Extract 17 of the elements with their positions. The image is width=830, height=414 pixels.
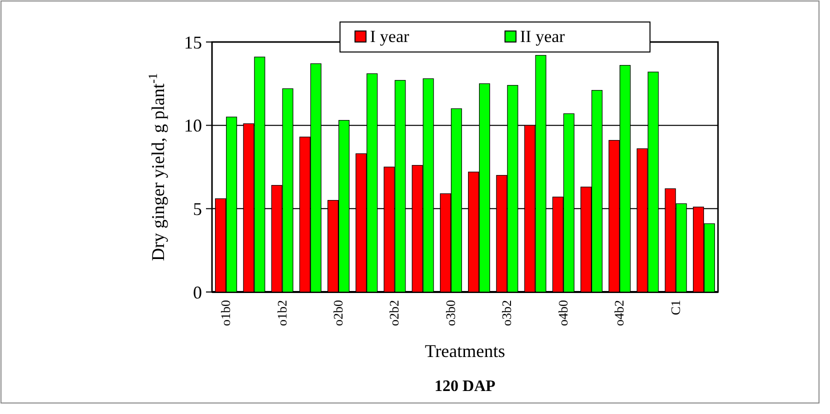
x-tick-label: C1 (668, 300, 683, 316)
x-axis-title: Treatments (424, 341, 506, 361)
x-tick-label: o4b2 (612, 300, 627, 326)
x-tick-label: o2b0 (330, 300, 346, 326)
x-tick-label: o1b2 (274, 300, 290, 326)
y-tick-label: 0 (193, 282, 202, 302)
legend-label: II year (520, 27, 566, 46)
y-tick-label: 5 (193, 198, 202, 219)
x-tick-label: o3b0 (442, 300, 458, 326)
y-tick-label: 10 (184, 116, 202, 136)
x-tick-label: o2b2 (386, 300, 402, 326)
x-tick-label: o3b2 (499, 300, 514, 326)
legend-label: I year (370, 27, 410, 46)
text: 120 DAP (434, 378, 496, 395)
x-tick-label: o4b0 (555, 300, 570, 326)
x-tick-label: o1b0 (218, 300, 234, 326)
y-tick-label: 15 (184, 32, 202, 52)
